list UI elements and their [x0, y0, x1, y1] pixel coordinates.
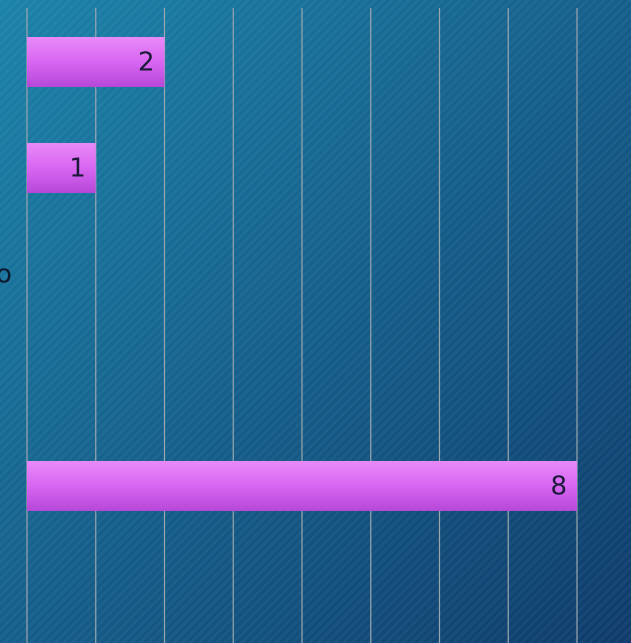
data-label: 2: [138, 48, 155, 78]
data-label: 1: [69, 154, 86, 184]
bar: [27, 143, 96, 193]
bar: [27, 461, 577, 511]
axis-label: o: [0, 260, 12, 290]
data-label: 8: [550, 472, 567, 502]
bar: [27, 37, 165, 87]
